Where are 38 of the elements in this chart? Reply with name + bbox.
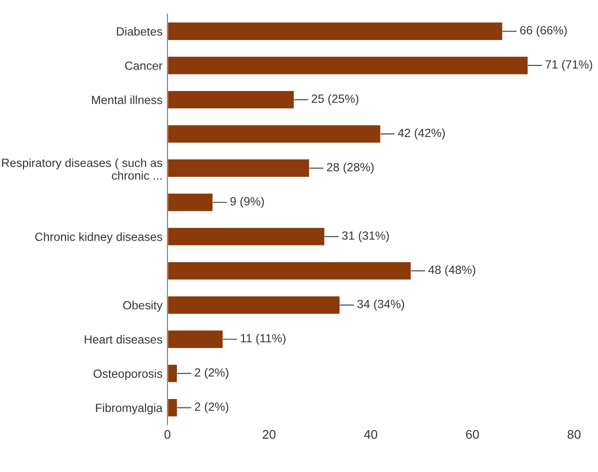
data-label: 9 (9%) (230, 196, 264, 208)
bar (167, 192, 214, 212)
data-label: 11 (11%) (240, 334, 286, 345)
bar (167, 329, 224, 350)
y-tick-label: Chronic kidney diseases (35, 232, 162, 244)
x-tick-label: 40 (364, 430, 378, 439)
y-tick-label: Mental illness (92, 95, 162, 104)
bar (167, 294, 341, 316)
bar (167, 21, 504, 42)
y-tick-label: Diabetes (116, 26, 162, 36)
x-tick-label: 60 (466, 430, 479, 439)
bar (167, 363, 178, 384)
data-label: 71 (71%) (546, 60, 592, 71)
y-tick-label: Heart diseases (84, 334, 162, 344)
data-label: 2 (2%) (194, 402, 228, 414)
data-label: 34 (34%) (357, 300, 404, 311)
bar (167, 55, 530, 76)
bar (167, 124, 382, 144)
data-label: 42 (42%) (398, 128, 445, 140)
bar (167, 158, 310, 178)
y-tick-label: Obesity (123, 300, 163, 312)
bar (167, 260, 412, 281)
x-tick-label: 20 (262, 430, 276, 439)
bar (167, 90, 296, 110)
y-tick-label: Cancer (125, 62, 162, 70)
data-label: 28 (28%) (327, 162, 374, 174)
bar (167, 226, 326, 247)
data-label: 31 (31%) (342, 231, 389, 242)
x-tick-label: 80 (568, 430, 581, 439)
y-tick-label: Fibromyalgia (96, 403, 163, 414)
y-tick-label: Respiratory diseases ( such as chronic ... (2, 158, 162, 180)
x-tick-label: 0 (164, 430, 170, 439)
y-tick-label: Osteoporosis (94, 369, 162, 380)
data-label: 48 (48%) (428, 265, 476, 276)
data-label: 66 (66%) (520, 26, 567, 37)
bar (167, 398, 178, 418)
data-label: 2 (2%) (194, 368, 228, 379)
data-label: 25 (25%) (312, 94, 358, 106)
